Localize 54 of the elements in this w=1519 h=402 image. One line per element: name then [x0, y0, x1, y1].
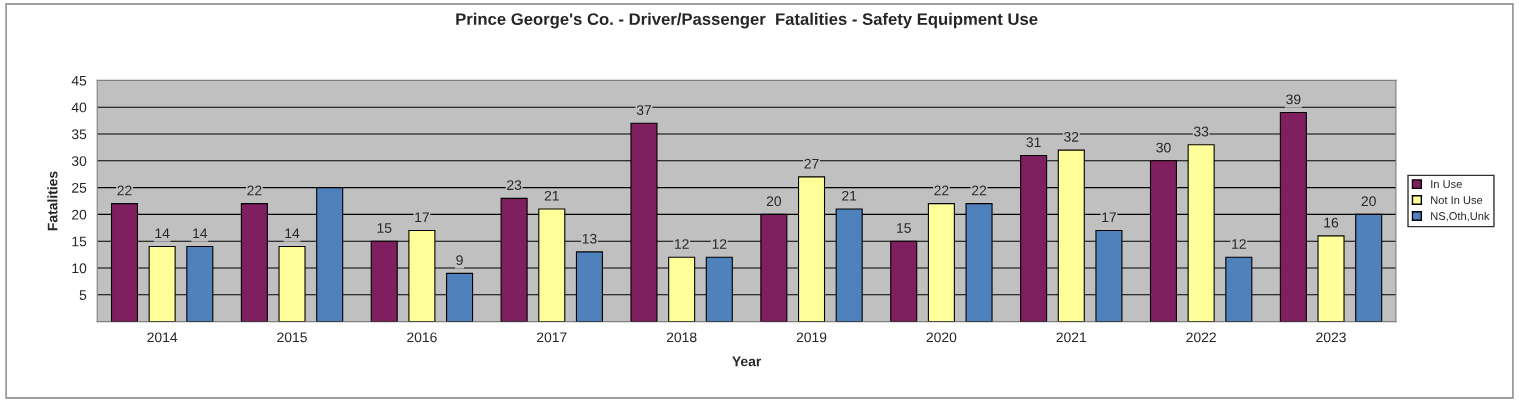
data-label: 16	[1324, 217, 1339, 228]
data-label: 15	[897, 223, 911, 233]
data-label: 22	[972, 185, 987, 196]
legend-label: Not In Use	[1431, 196, 1483, 205]
y-tick-label: 5	[79, 290, 87, 300]
x-tick-label: 2018	[666, 332, 697, 343]
data-label: 15	[377, 223, 392, 233]
data-label: 21	[842, 190, 857, 201]
data-label: 32	[1064, 131, 1079, 142]
y-tick-label: 30	[71, 156, 87, 166]
data-label: 17	[1102, 212, 1116, 223]
legend-label: In Use	[1431, 180, 1462, 189]
x-tick-label: 2017	[537, 332, 567, 343]
data-label: 22	[247, 185, 262, 196]
data-label: 17	[415, 212, 429, 223]
data-label: 30	[1156, 142, 1171, 153]
y-tick-label: 25	[72, 182, 87, 193]
x-tick-label: 2016	[407, 332, 437, 343]
data-label: 31	[1026, 137, 1041, 148]
data-label: 27	[804, 158, 819, 169]
y-axis-title: Fatalities	[47, 171, 58, 231]
y-tick-label: 40	[71, 102, 87, 113]
data-label: 9	[456, 255, 463, 266]
y-tick-label: 10	[72, 263, 87, 274]
x-axis-title: Year	[732, 356, 762, 367]
data-label: 21	[544, 190, 559, 201]
data-label: 13	[582, 233, 597, 244]
data-label: 12	[1232, 239, 1246, 249]
x-tick-label: 2019	[796, 332, 827, 343]
y-tick-label: 20	[72, 209, 87, 220]
legend-label: NS,Oth,Unk	[1431, 211, 1490, 222]
data-label: 22	[934, 185, 949, 196]
x-tick-label: 2023	[1316, 332, 1346, 343]
x-tick-label: 2020	[926, 332, 957, 343]
data-label: 14	[155, 228, 170, 239]
data-label: 23	[507, 180, 522, 191]
y-tick-label: 35	[71, 129, 87, 140]
x-tick-label: 2022	[1186, 332, 1216, 343]
data-label: 14	[285, 228, 300, 239]
data-label: 12	[712, 239, 727, 249]
data-label: 37	[636, 105, 652, 115]
data-label: 33	[1193, 126, 1209, 137]
data-label: 39	[1286, 94, 1301, 105]
x-tick-label: 2015	[277, 332, 307, 343]
x-tick-label: 2014	[147, 332, 178, 343]
data-label: 20	[1361, 196, 1376, 207]
data-label: 22	[117, 185, 132, 196]
chart-title: Prince George's Co. - Driver/Passenger Fatalities - Safety Equipment Use	[456, 12, 1038, 29]
data-label: 12	[674, 239, 689, 249]
data-label: 20	[766, 196, 782, 207]
x-tick-label: 2021	[1056, 332, 1087, 343]
y-tick-label: 15	[72, 236, 87, 247]
data-label: 14	[193, 228, 208, 239]
y-tick-label: 45	[71, 75, 87, 86]
